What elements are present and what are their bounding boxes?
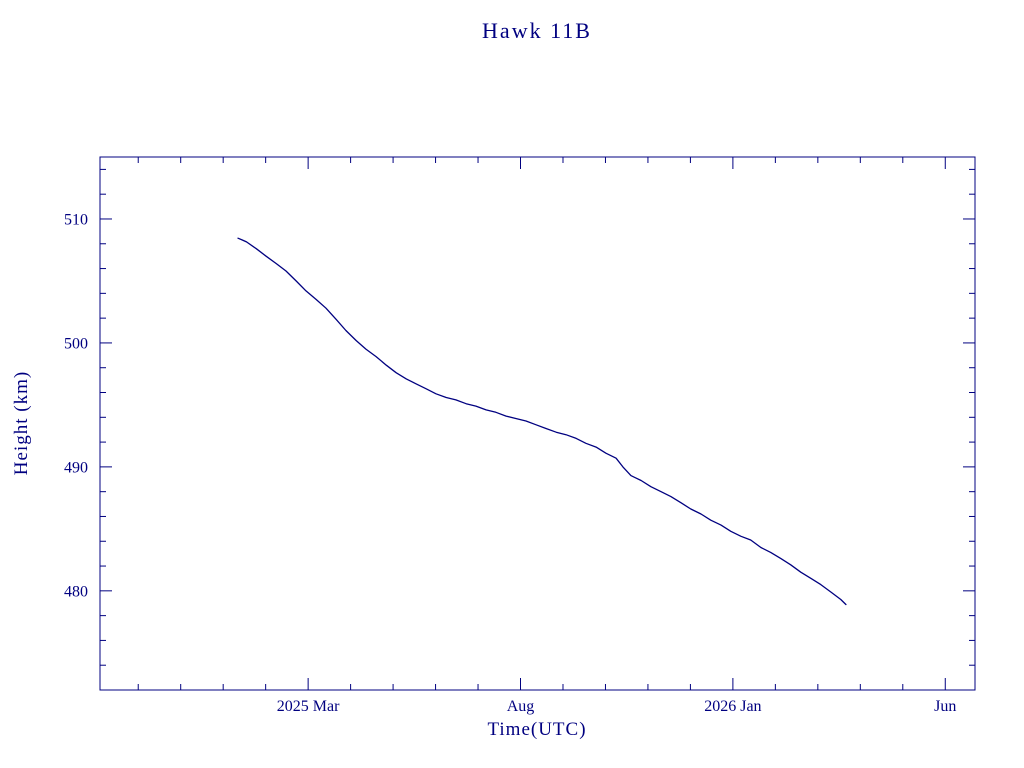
- y-tick-label: 510: [64, 211, 88, 228]
- y-tick-label: 480: [64, 583, 88, 600]
- y-tick-label: 500: [64, 335, 88, 352]
- x-tick-label: 2025 Mar: [277, 698, 340, 715]
- x-axis-label: Time(UTC): [487, 719, 587, 740]
- x-tick-label: Jun: [934, 698, 956, 715]
- chart-title: Hawk 11B: [482, 18, 592, 43]
- x-tick-label: 2026 Jan: [704, 698, 761, 715]
- height-decay-line: [237, 237, 847, 606]
- y-axis-label: Height (km): [11, 370, 32, 476]
- y-tick-label: 490: [64, 459, 88, 476]
- x-tick-label: Aug: [507, 698, 535, 715]
- plot-border: [99, 156, 976, 691]
